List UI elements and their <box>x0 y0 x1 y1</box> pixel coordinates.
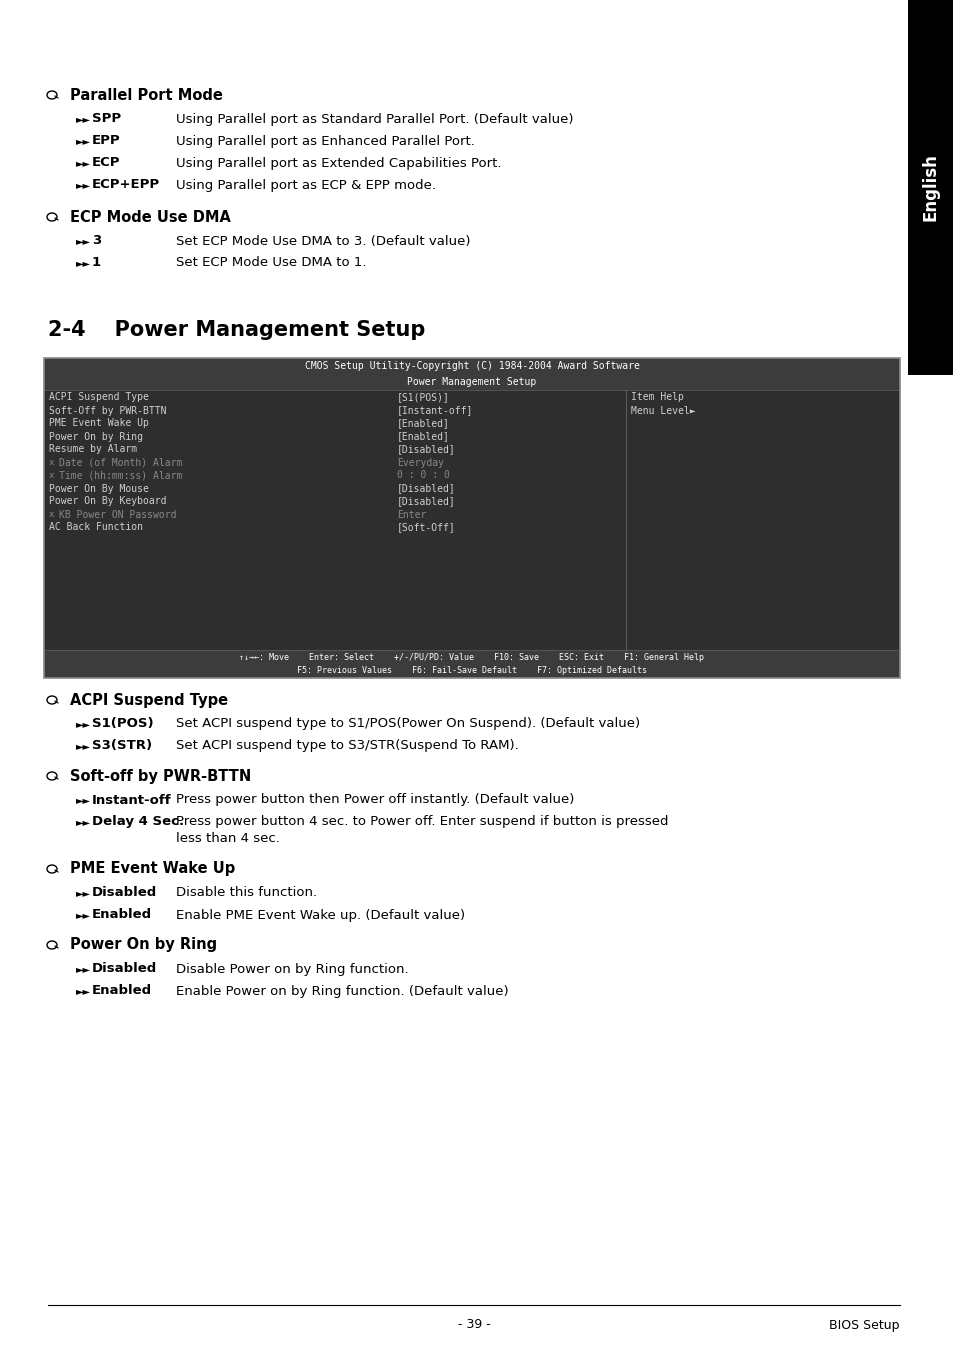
Text: x: x <box>49 510 54 519</box>
Text: ECP+EPP: ECP+EPP <box>91 179 160 191</box>
Text: Set ACPI suspend type to S3/STR(Suspend To RAM).: Set ACPI suspend type to S3/STR(Suspend … <box>175 739 518 753</box>
Text: [Disabled]: [Disabled] <box>396 483 456 493</box>
Text: ECP Mode Use DMA: ECP Mode Use DMA <box>70 210 231 225</box>
Text: ►►: ►► <box>76 741 91 751</box>
Text: ACPI Suspend Type: ACPI Suspend Type <box>70 692 228 708</box>
Text: [Soft-Off]: [Soft-Off] <box>396 523 456 532</box>
Text: x: x <box>49 471 54 481</box>
Text: ►►: ►► <box>76 259 91 268</box>
Text: ►►: ►► <box>76 910 91 919</box>
Text: Date (of Month) Alarm: Date (of Month) Alarm <box>59 458 182 467</box>
Text: Power On By Keyboard: Power On By Keyboard <box>49 497 167 506</box>
Text: Instant-off: Instant-off <box>91 793 172 807</box>
Text: ►►: ►► <box>76 719 91 728</box>
Text: ►►: ►► <box>76 795 91 806</box>
Text: F5: Previous Values    F6: Fail-Save Default    F7: Optimized Defaults: F5: Previous Values F6: Fail-Save Defaul… <box>296 666 646 674</box>
Text: Enabled: Enabled <box>91 909 152 922</box>
Text: SPP: SPP <box>91 112 121 126</box>
Text: Disable this function.: Disable this function. <box>175 887 316 899</box>
Text: KB Power ON Password: KB Power ON Password <box>59 509 176 520</box>
Text: Power On by Ring: Power On by Ring <box>70 937 217 952</box>
Text: ↑↓→←: Move    Enter: Select    +/-/PU/PD: Value    F10: Save    ESC: Exit    F1:: ↑↓→←: Move Enter: Select +/-/PU/PD: Valu… <box>239 654 703 662</box>
Text: ►►: ►► <box>76 114 91 125</box>
Text: Soft-off by PWR-BTTN: Soft-off by PWR-BTTN <box>70 769 251 784</box>
Text: [Disabled]: [Disabled] <box>396 444 456 455</box>
Text: ECP: ECP <box>91 157 120 169</box>
Text: ►►: ►► <box>76 236 91 246</box>
Text: Disable Power on by Ring function.: Disable Power on by Ring function. <box>175 963 408 975</box>
Text: ►►: ►► <box>76 986 91 997</box>
Text: Enabled: Enabled <box>91 984 152 998</box>
Text: Time (hh:mm:ss) Alarm: Time (hh:mm:ss) Alarm <box>59 470 182 481</box>
Text: Item Help: Item Help <box>631 393 683 402</box>
Text: 3: 3 <box>91 234 101 248</box>
Text: Menu Level►: Menu Level► <box>631 405 695 416</box>
Text: less than 4 sec.: less than 4 sec. <box>175 833 279 845</box>
Text: Set ECP Mode Use DMA to 1.: Set ECP Mode Use DMA to 1. <box>175 256 366 269</box>
Text: Set ACPI suspend type to S1/POS(Power On Suspend). (Default value): Set ACPI suspend type to S1/POS(Power On… <box>175 718 639 731</box>
Bar <box>907 0 953 375</box>
Text: Set ECP Mode Use DMA to 3. (Default value): Set ECP Mode Use DMA to 3. (Default valu… <box>175 234 470 248</box>
Text: 2-4    Power Management Setup: 2-4 Power Management Setup <box>48 320 425 340</box>
Text: Power On by Ring: Power On by Ring <box>49 432 143 441</box>
Text: ►►: ►► <box>76 888 91 898</box>
Text: ACPI Suspend Type: ACPI Suspend Type <box>49 393 149 402</box>
Bar <box>44 374 899 390</box>
Text: - 39 -: - 39 - <box>457 1319 490 1331</box>
Text: S3(STR): S3(STR) <box>91 739 152 753</box>
Text: x: x <box>49 458 54 467</box>
Text: ►►: ►► <box>76 964 91 974</box>
Text: Enable PME Event Wake up. (Default value): Enable PME Event Wake up. (Default value… <box>175 909 465 922</box>
Text: EPP: EPP <box>91 134 120 148</box>
Text: [Instant-off]: [Instant-off] <box>396 405 473 416</box>
Text: Parallel Port Mode: Parallel Port Mode <box>70 88 223 103</box>
Text: Using Parallel port as Standard Parallel Port. (Default value): Using Parallel port as Standard Parallel… <box>175 112 573 126</box>
Text: BIOS Setup: BIOS Setup <box>828 1319 899 1331</box>
Bar <box>44 357 899 678</box>
Text: 0 : 0 : 0: 0 : 0 : 0 <box>396 470 450 481</box>
Text: ►►: ►► <box>76 180 91 190</box>
Text: [Disabled]: [Disabled] <box>396 497 456 506</box>
Text: Power On By Mouse: Power On By Mouse <box>49 483 149 493</box>
Text: CMOS Setup Utility-Copyright (C) 1984-2004 Award Software: CMOS Setup Utility-Copyright (C) 1984-20… <box>304 362 639 371</box>
Text: PME Event Wake Up: PME Event Wake Up <box>70 861 235 876</box>
Text: Enter: Enter <box>396 509 426 520</box>
Text: S1(POS): S1(POS) <box>91 718 153 731</box>
Text: Using Parallel port as Extended Capabilities Port.: Using Parallel port as Extended Capabili… <box>175 157 501 169</box>
Text: Delay 4 Sec.: Delay 4 Sec. <box>91 815 184 829</box>
Text: Press power button 4 sec. to Power off. Enter suspend if button is pressed: Press power button 4 sec. to Power off. … <box>175 815 668 829</box>
Text: Soft-Off by PWR-BTTN: Soft-Off by PWR-BTTN <box>49 405 167 416</box>
Text: PME Event Wake Up: PME Event Wake Up <box>49 418 149 428</box>
Text: AC Back Function: AC Back Function <box>49 523 143 532</box>
Text: Using Parallel port as ECP & EPP mode.: Using Parallel port as ECP & EPP mode. <box>175 179 436 191</box>
Text: Everyday: Everyday <box>396 458 443 467</box>
Text: Resume by Alarm: Resume by Alarm <box>49 444 137 455</box>
Text: Enable Power on by Ring function. (Default value): Enable Power on by Ring function. (Defau… <box>175 984 508 998</box>
Text: Power Management Setup: Power Management Setup <box>407 376 536 387</box>
Text: English: English <box>921 153 939 222</box>
Text: ►►: ►► <box>76 816 91 827</box>
Text: Disabled: Disabled <box>91 963 157 975</box>
Text: [Enabled]: [Enabled] <box>396 418 450 428</box>
Text: ►►: ►► <box>76 158 91 168</box>
Text: Using Parallel port as Enhanced Parallel Port.: Using Parallel port as Enhanced Parallel… <box>175 134 475 148</box>
Text: [S1(POS)]: [S1(POS)] <box>396 393 450 402</box>
Bar <box>44 390 899 650</box>
Text: 1: 1 <box>91 256 101 269</box>
Text: Disabled: Disabled <box>91 887 157 899</box>
Text: ►►: ►► <box>76 135 91 146</box>
Bar <box>44 650 899 678</box>
Bar <box>44 357 899 374</box>
Text: [Enabled]: [Enabled] <box>396 432 450 441</box>
Text: Press power button then Power off instantly. (Default value): Press power button then Power off instan… <box>175 793 574 807</box>
